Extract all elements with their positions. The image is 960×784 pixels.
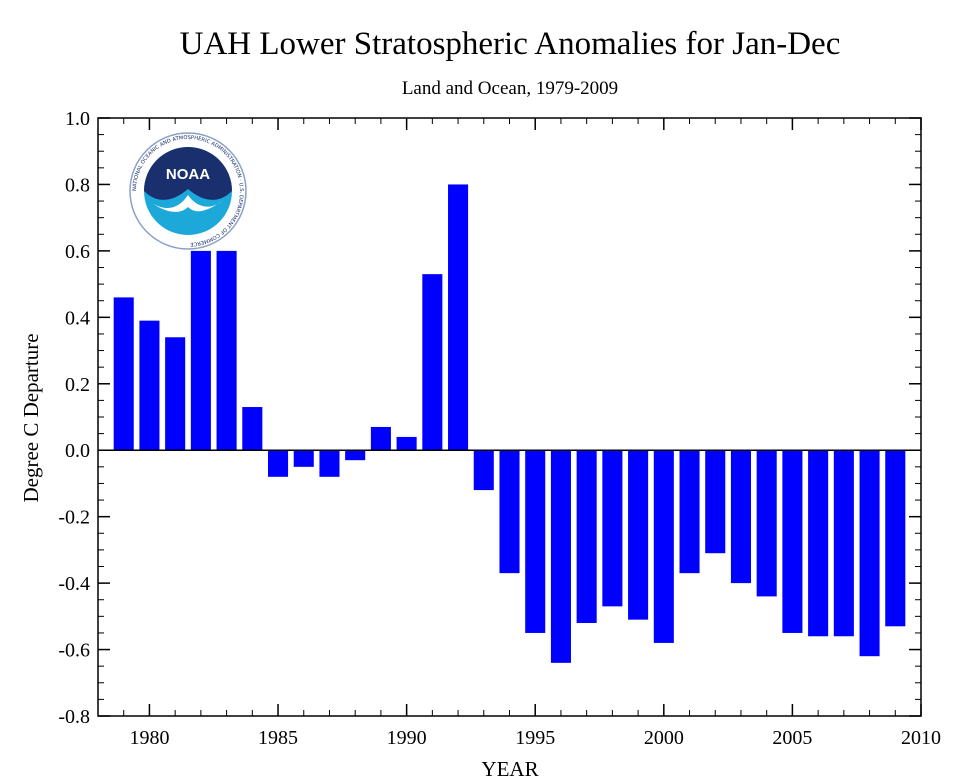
x-tick-label: 1995 [515,727,555,749]
bar-2000 [653,450,674,643]
y-tick-label: 0.8 [65,174,90,196]
x-axis-label: YEAR [481,757,538,781]
bar-1999 [628,450,649,620]
bar-1986 [293,450,314,467]
y-axis-label: Degree C Departure [19,333,43,502]
bar-1996 [550,450,571,663]
bar-1987 [319,450,340,477]
bar-1984 [242,407,263,451]
y-tick-label: -0.2 [58,507,90,529]
x-tick-label: 1985 [258,727,298,749]
bar-1990 [396,436,417,451]
bar-2008 [859,450,880,657]
bar-1995 [525,450,546,633]
chart-title: UAH Lower Stratospheric Anomalies for Ja… [179,26,841,62]
bar-2004 [756,450,777,597]
bar-1989 [370,426,391,451]
bar-1983 [216,250,237,451]
bar-1991 [422,274,443,451]
x-tick-label: 2000 [644,727,684,749]
y-tick-label: 0.4 [65,307,90,329]
bar-2005 [782,450,803,633]
bar-1998 [602,450,623,607]
bar-1985 [268,450,289,477]
bar-1981 [165,337,186,451]
noaa-logo-text: NOAA [166,166,210,183]
bar-2003 [730,450,751,584]
bar-2009 [885,450,906,627]
bar-1992 [448,184,469,451]
bar-1997 [576,450,597,623]
noaa-logo: NOAA NATIONAL OCEANIC AND ATMOSPHERIC AD… [129,132,247,250]
ticks-group [97,117,922,717]
x-tick-label: 2010 [901,727,941,749]
bar-2007 [833,450,854,637]
bar-1980 [139,320,160,451]
bar-1988 [345,450,366,461]
y-tick-label: -0.4 [58,573,90,595]
bar-1994 [499,450,520,574]
y-tick-label: 0.6 [65,241,90,263]
bar-1993 [473,450,494,491]
tick-labels-group: 1.0 0.8 0.6 0.4 0.2 0.0 -0.2 -0.4 -0.6 -0.8 1980 19… [58,108,941,749]
bar-2006 [808,450,829,637]
x-tick-label: 2005 [772,727,812,749]
bars-group [113,184,906,663]
bar-1982 [190,250,211,451]
y-tick-label: 0.2 [65,374,90,396]
bar-2002 [705,450,726,554]
y-tick-label: 1.0 [65,108,90,130]
x-tick-label: 1980 [129,727,169,749]
bar-2001 [679,450,700,574]
y-tick-label: 0.0 [65,440,90,462]
y-tick-label: -0.8 [58,706,90,728]
chart-subtitle: Land and Ocean, 1979-2009 [401,78,619,99]
bar-1979 [113,297,134,451]
y-tick-label: -0.6 [58,640,90,662]
x-tick-label: 1990 [387,727,427,749]
